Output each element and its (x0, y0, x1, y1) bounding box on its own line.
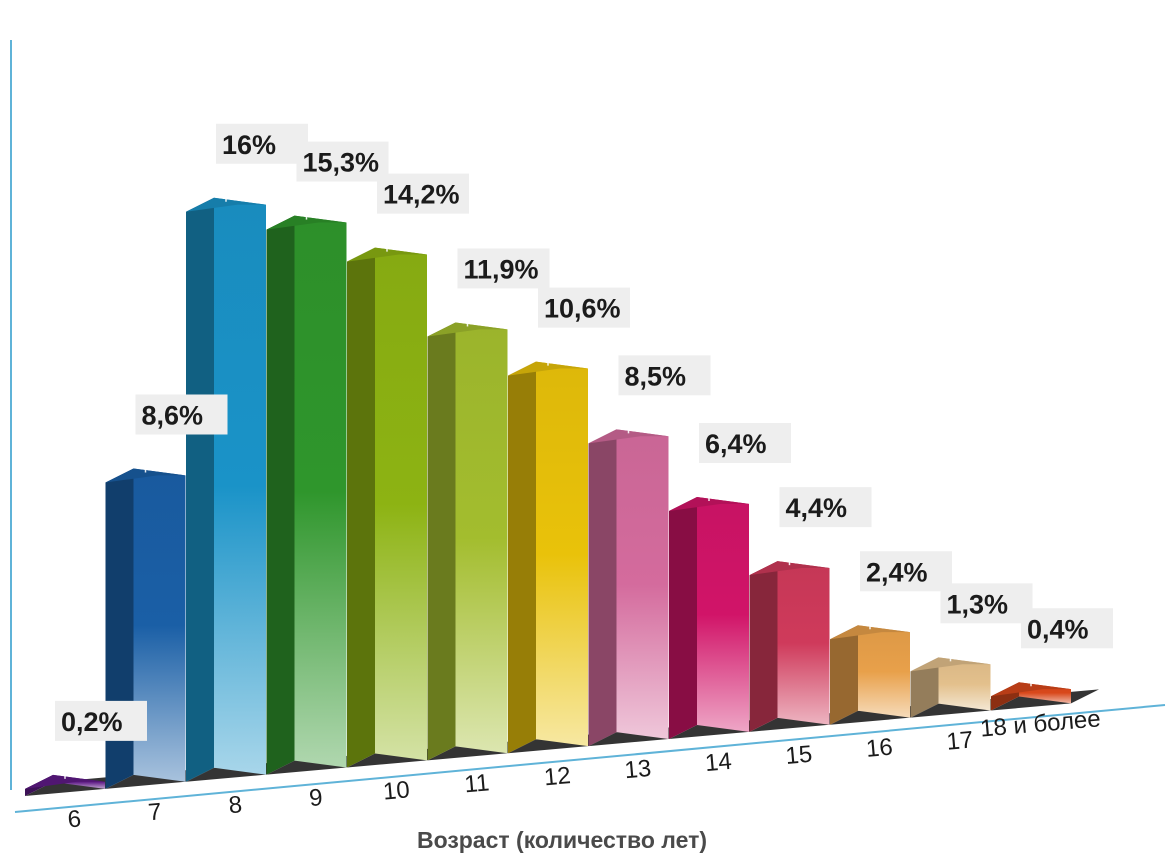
bar-side-face (910, 657, 939, 718)
bar-side-face (266, 215, 295, 775)
bar-top-face (105, 468, 186, 483)
bar-side-face (427, 322, 456, 761)
data-label-box (377, 173, 469, 214)
x-tick-label: 7 (147, 798, 163, 826)
data-label-box (699, 423, 791, 464)
data-label: 4,4% (786, 493, 848, 523)
bar-side-face (588, 429, 617, 747)
data-label: 10,6% (544, 294, 621, 324)
x-tick-label: 18 и более (979, 705, 1102, 742)
bar-top-face (991, 682, 1071, 697)
bar-top-face (186, 197, 266, 212)
data-label-box (457, 248, 550, 289)
data-label: 0,4% (1027, 614, 1089, 644)
bar-front-face (536, 361, 588, 747)
data-label: 2,4% (866, 557, 928, 587)
data-label: 16% (222, 130, 276, 160)
x-tick-label: 17 (945, 726, 974, 755)
bar-side-face (347, 247, 375, 768)
bar-top-face (749, 561, 830, 576)
data-labels-group: 0,2% 8,6% 16% 15,3%14,2% 11,9%10,6% 8,5% 6,4% 4… (55, 123, 1113, 779)
bar-front-face (375, 247, 427, 761)
x-tick-label: 15 (784, 741, 813, 770)
data-label: 11,9% (464, 254, 539, 284)
data-label-box (216, 123, 308, 164)
bar-front-face (697, 497, 749, 732)
x-tick-label: 12 (543, 762, 572, 791)
x-tick-label: 6 (67, 805, 83, 833)
x-tick-label: 14 (704, 748, 733, 777)
bar-18 и более (991, 682, 1099, 711)
data-label: 15,3% (303, 148, 380, 178)
bar-10 (347, 247, 455, 768)
bar-front-face (777, 561, 830, 725)
bar-side-face (669, 497, 697, 740)
bar-side-face (508, 361, 536, 754)
data-label: 8,5% (625, 361, 687, 391)
bar-front-face (214, 197, 266, 775)
data-label-box (779, 487, 872, 528)
bar-side-face (749, 561, 778, 732)
data-label: 14,2% (383, 180, 460, 210)
data-label: 6,4% (705, 429, 767, 459)
x-tick-label: 10 (382, 776, 411, 805)
data-label-box (538, 287, 630, 328)
bar-front-face (455, 322, 508, 754)
bar-front-face (616, 429, 669, 740)
data-label-box (135, 394, 228, 435)
bar-front-face (294, 215, 347, 768)
bar-top-face (910, 657, 991, 672)
bar-top-face (266, 215, 347, 230)
data-label-box (55, 700, 147, 741)
bar-top-face (25, 774, 105, 789)
x-axis-title: Возраст (количество лет) (417, 827, 707, 853)
bar-top-face (427, 322, 508, 337)
data-label: 0,2% (61, 707, 123, 737)
bar-12 (508, 361, 616, 754)
x-tick-labels-group: 6 7 8 9 10 11 12 13 14 15 16 17 18 и более (67, 705, 1102, 833)
bar-top-face (588, 429, 669, 444)
bar-top-face (508, 361, 588, 376)
data-label-box (618, 355, 711, 396)
bars-group (25, 197, 1099, 796)
x-tick-label: 9 (308, 784, 324, 812)
bar-top-face (830, 625, 910, 640)
data-label-box (940, 583, 1033, 624)
data-label-box (860, 551, 952, 592)
bar-9 (266, 215, 375, 775)
x-tick-label: 16 (865, 734, 894, 763)
bar-side-face (830, 625, 858, 725)
bar-13 (588, 429, 697, 747)
bar-top-face (669, 497, 749, 512)
data-label-box (296, 141, 389, 182)
x-axis-line (14, 704, 1166, 813)
bar-16 (830, 625, 938, 725)
x-tick-label: 8 (228, 791, 244, 819)
bar-side-face (186, 197, 214, 782)
data-label-box (1021, 608, 1113, 649)
data-label: 8,6% (142, 401, 204, 431)
x-tick-label: 13 (623, 755, 652, 784)
bar-front-face (858, 625, 910, 718)
x-tick-label: 11 (463, 769, 490, 798)
bar-front-face (938, 657, 991, 711)
bar-15 (749, 561, 858, 732)
bar-top-face (347, 247, 427, 262)
data-label: 1,3% (947, 589, 1009, 619)
